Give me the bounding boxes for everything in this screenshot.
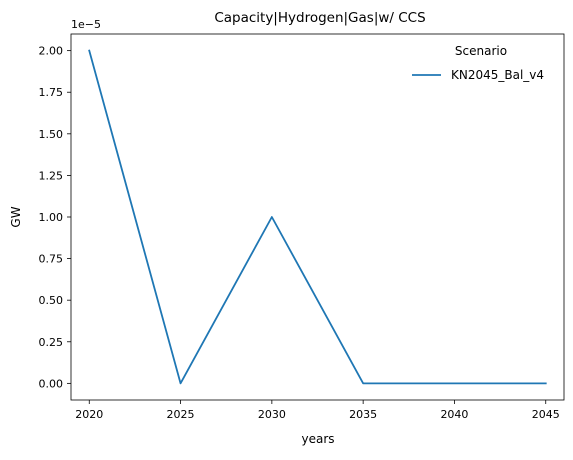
plot-area-frame	[71, 34, 564, 400]
y-axis-title: GW	[9, 206, 23, 227]
legend-label: KN2045_Bal_v4	[451, 68, 544, 82]
x-tick-label: 2045	[532, 408, 560, 421]
chart-title: Capacity|Hydrogen|Gas|w/ CCS	[214, 10, 425, 26]
y-tick-label: 1.00	[39, 211, 64, 224]
y-tick-label: 0.00	[39, 377, 64, 390]
x-tick-label: 2040	[440, 408, 468, 421]
y-tick-label: 1.25	[39, 169, 64, 182]
y-tick-label: 1.50	[39, 128, 64, 141]
y-tick-label: 0.75	[39, 253, 64, 266]
x-tick-label: 2035	[349, 408, 377, 421]
x-axis-title: years	[301, 432, 334, 446]
series-line-0	[89, 51, 545, 384]
y-tick-label: 0.25	[39, 336, 64, 349]
y-axis-ticks: 0.00 0.25 0.50 0.75 1.00 1.25 1.50 1.75 2.00	[39, 45, 72, 391]
y-tick-label: 0.50	[39, 294, 64, 307]
legend: Scenario KN2045_Bal_v4	[412, 44, 544, 82]
y-tick-label: 2.00	[39, 45, 64, 58]
x-axis-ticks: 2020 2025 2030 2035 2040 2045	[75, 400, 559, 421]
y-tick-label: 1.75	[39, 86, 64, 99]
y-axis-offset-label: 1e−5	[71, 18, 101, 31]
legend-title: Scenario	[455, 44, 507, 58]
series-layer	[89, 51, 546, 384]
x-tick-label: 2025	[167, 408, 195, 421]
x-tick-label: 2030	[258, 408, 286, 421]
x-tick-label: 2020	[75, 408, 103, 421]
